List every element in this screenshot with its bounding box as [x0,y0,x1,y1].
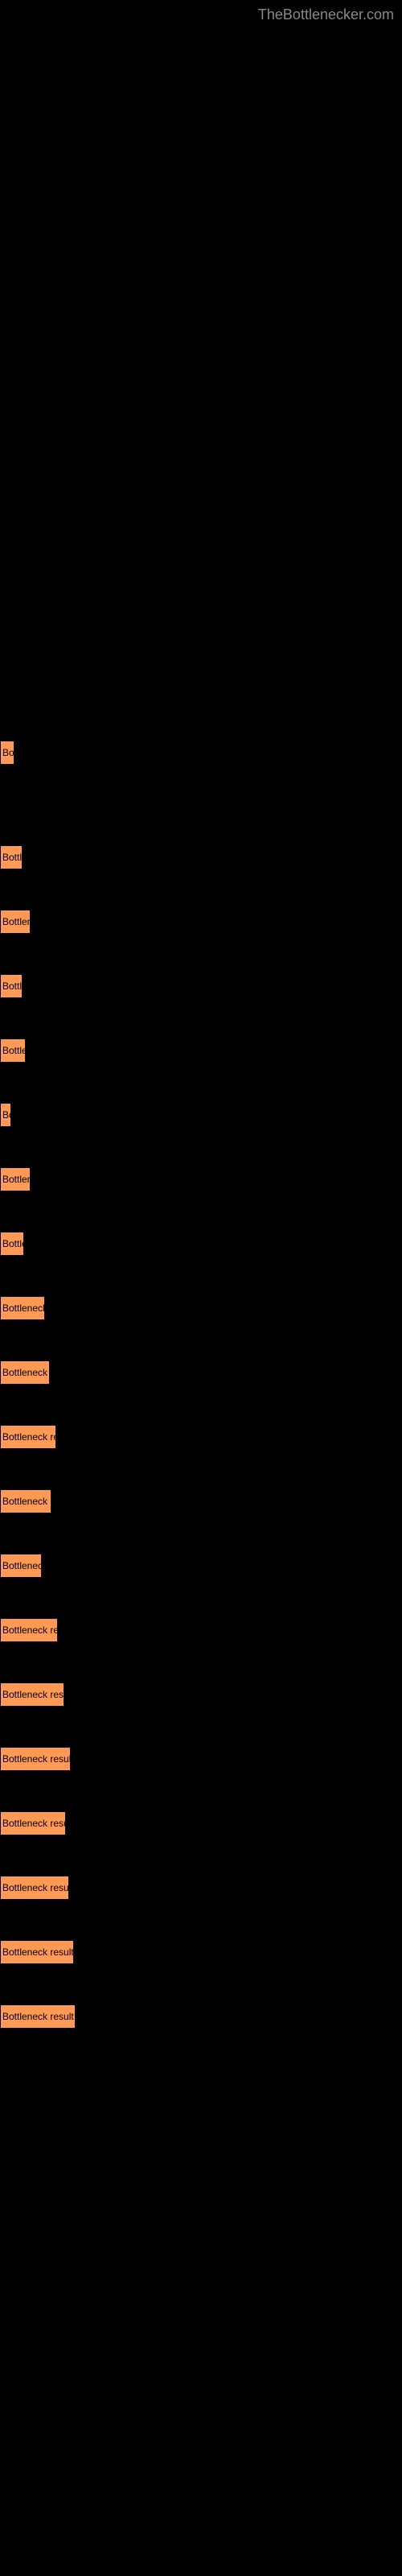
chart-bar: Bottleneck result [0,1682,64,1707]
watermark-text: TheBottlenecker.com [258,6,394,23]
chart-bar: Bottleneck res [0,1360,50,1385]
bar-row: Bo [0,741,14,765]
chart-bar: Bottleneck result [0,1811,66,1835]
bar-row: Bottleneck res [0,1360,50,1385]
chart-bar: Bottle [0,1232,24,1256]
chart-bar: Bottleneck result [0,1618,58,1642]
chart-bar: Bottleneck result [0,2004,76,2029]
bar-row: Bottleneck result [0,1682,64,1707]
bar-row: Bottlene [0,1167,31,1191]
bar-row: Bottl [0,974,23,998]
bar-row: Bottleneck result [0,1618,58,1642]
chart-bar: Bottleneck result [0,1747,71,1771]
chart-bar: Bottleneck result [0,1876,69,1900]
bar-row: Bottleneck r [0,1554,42,1578]
bar-row: Bottleneck result [0,1747,71,1771]
bar-row: Bottleneck result [0,1811,66,1835]
chart-bar: Bottleneck r [0,1554,42,1578]
bar-row: Bottleneck resu [0,1489,51,1513]
chart-bar: Bo [0,1103,11,1127]
chart-bar: Bottlene [0,910,31,934]
bar-row: Bottleneck result [0,1940,74,1964]
bar-row: Bo [0,1103,11,1127]
chart-bar: Bottleneck result [0,1940,74,1964]
bar-row: Bottlene [0,910,31,934]
chart-bar: Bottleneck re [0,1296,45,1320]
bar-row: Bottleneck re [0,1296,45,1320]
bar-row: Bottle [0,1232,24,1256]
bar-row: Bottl [0,845,23,869]
chart-bar: Bottleneck resu [0,1489,51,1513]
chart-bar: Bottl [0,845,23,869]
chart-bar: Bottlene [0,1167,31,1191]
bar-row: Bottleneck result [0,1425,56,1449]
bar-row: Bottler [0,1038,26,1063]
chart-bar: Bo [0,741,14,765]
chart-bar: Bottleneck result [0,1425,56,1449]
bar-row: Bottleneck result [0,1876,69,1900]
chart-bar: Bottler [0,1038,26,1063]
chart-bar: Bottl [0,974,23,998]
bar-row: Bottleneck result [0,2004,76,2029]
